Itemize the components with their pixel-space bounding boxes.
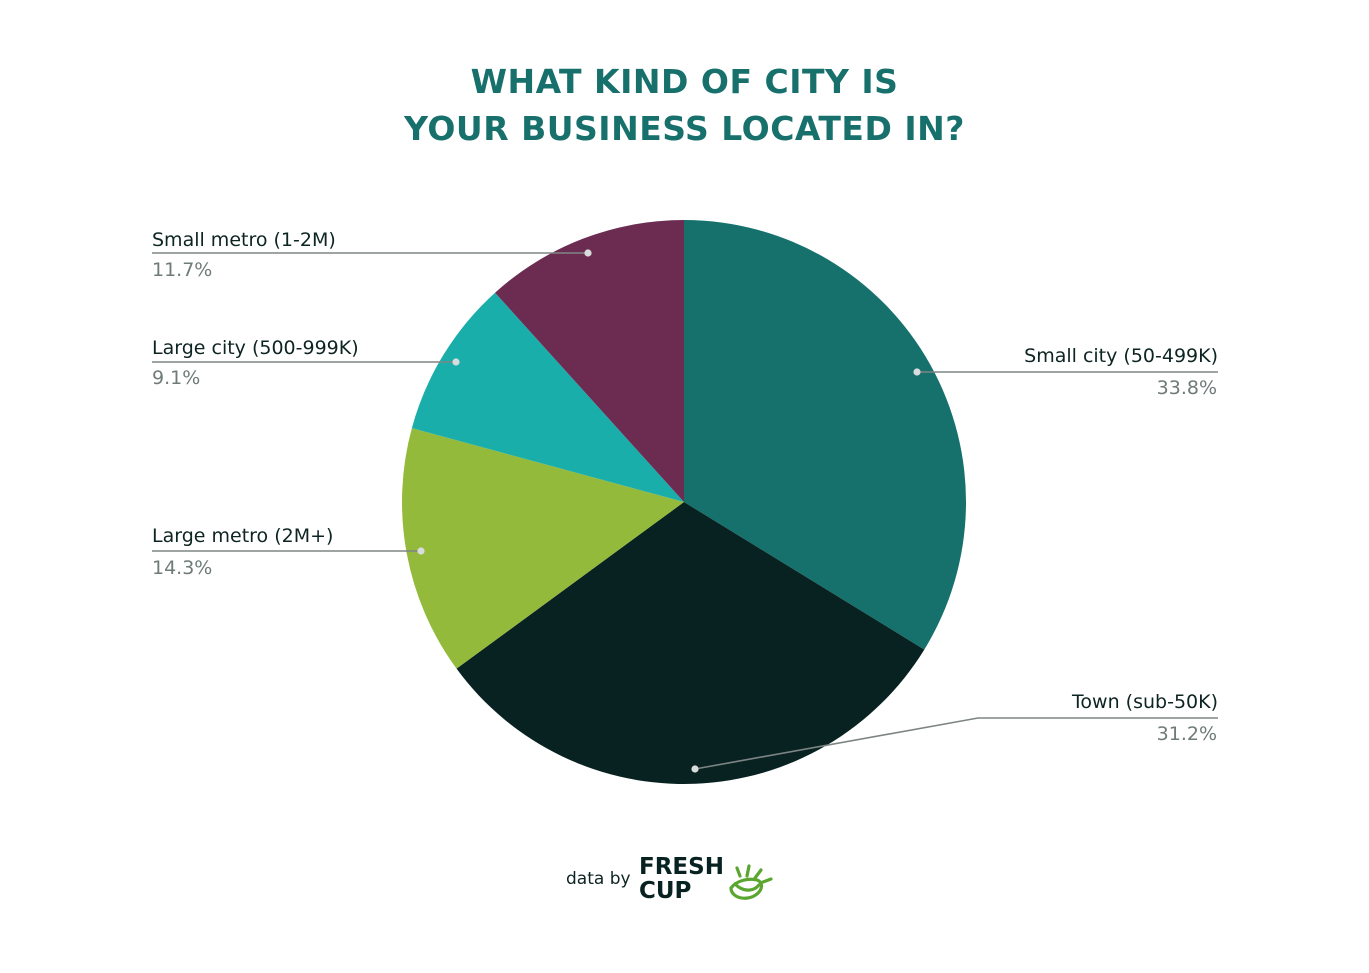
slice-value-small-metro-1-2m: 11.7% xyxy=(152,259,212,281)
leader-dot-small-metro-1-2m xyxy=(584,249,592,257)
pie-slice-large-metro-2m xyxy=(402,428,684,669)
fresh-cup-logo: FRESH CUP xyxy=(639,854,773,904)
slice-label-small-city-50-499k: Small city (50-499K) xyxy=(1024,345,1218,367)
slice-value-small-city-50-499k: 33.8% xyxy=(1157,377,1217,399)
svg-text:CUP: CUP xyxy=(639,878,691,904)
data-by-label: data by xyxy=(566,869,631,889)
chart-title: WHAT KIND OF CITY IS YOUR BUSINESS LOCAT… xyxy=(0,58,1369,152)
leader-lines xyxy=(152,249,1218,773)
leader-line-town-sub-50k xyxy=(694,717,1218,770)
slice-label-large-city-500-999k: Large city (500-999K) xyxy=(152,337,359,359)
slice-label-small-metro-1-2m: Small metro (1-2M) xyxy=(152,229,336,251)
pie-slice-small-city-50-499k xyxy=(684,220,966,650)
leader-dot-town-sub-50k xyxy=(691,765,699,773)
leader-dot-large-city-500-999k xyxy=(452,358,460,366)
slice-labels: Small city (50-499K) 33.8% Town (sub-50K) 3… xyxy=(152,229,1218,745)
cup-icon xyxy=(729,864,773,900)
slice-label-town-sub-50k: Town (sub-50K) xyxy=(1071,691,1218,713)
chart-title-line-2: YOUR BUSINESS LOCATED IN? xyxy=(404,109,965,148)
pie-slice-small-metro-1-2m xyxy=(495,220,684,502)
slice-value-town-sub-50k: 31.2% xyxy=(1157,723,1217,745)
chart-title-line-1: WHAT KIND OF CITY IS xyxy=(470,62,899,101)
slice-value-large-city-500-999k: 9.1% xyxy=(152,367,200,389)
svg-text:FRESH: FRESH xyxy=(639,854,724,880)
leader-dot-small-city-50-499k xyxy=(913,368,921,376)
slice-label-large-metro-2m: Large metro (2M+) xyxy=(152,525,333,547)
leader-dot-large-metro-2m xyxy=(417,547,425,555)
pie-slice-town-sub-50k xyxy=(456,502,925,784)
pie-slices xyxy=(402,220,966,784)
pie-slice-large-city-500-999k xyxy=(411,292,684,502)
slice-value-large-metro-2m: 14.3% xyxy=(152,557,212,579)
